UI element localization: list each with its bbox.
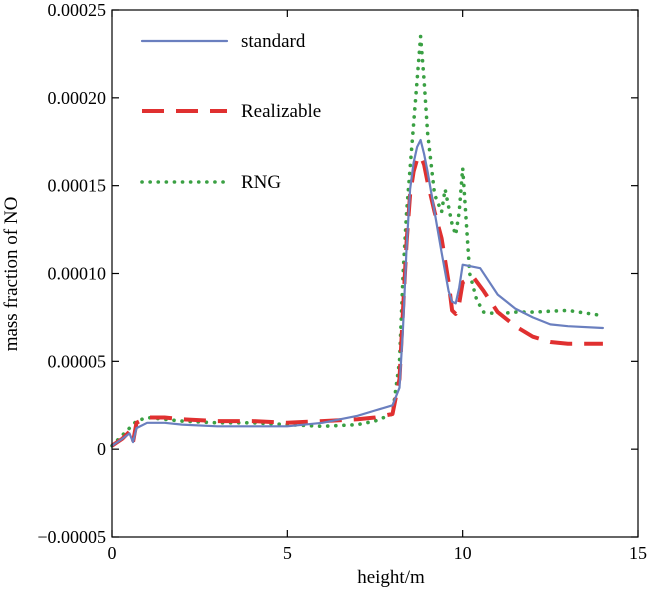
series-line-realizable [110, 153, 603, 448]
y-tick-label: 0 [97, 439, 106, 459]
x-tick-label: 0 [108, 543, 117, 563]
y-tick-label: 0.00015 [48, 176, 107, 196]
y-tick-label: −0.00005 [37, 527, 106, 547]
legend: standard Realizable RNG [140, 31, 321, 193]
x-tick-label: 15 [629, 543, 647, 563]
y-tick-label: 0.00025 [48, 0, 107, 20]
x-tick-label: 10 [454, 543, 472, 563]
y-axis-label: mass fraction of NO [1, 197, 22, 352]
axes: 0 5 10 15−0.0000500.000050.000100.000150.00… [37, 0, 647, 563]
x-tick-label: 5 [283, 543, 292, 563]
x-axis-label: height/m [357, 567, 425, 588]
legend-label-standard: standard [241, 31, 306, 52]
legend-label-rng: RNG [241, 172, 281, 193]
y-tick-label: 0.00010 [48, 264, 107, 284]
y-tick-label: 0.00005 [48, 351, 107, 371]
series-line-rng [110, 34, 605, 448]
plot-frame [111, 9, 639, 538]
legend-label-realizable: Realizable [241, 101, 321, 122]
series-line-standard [110, 138, 604, 447]
y-tick-label: 0.00020 [48, 88, 107, 108]
plot-area [110, 34, 605, 448]
